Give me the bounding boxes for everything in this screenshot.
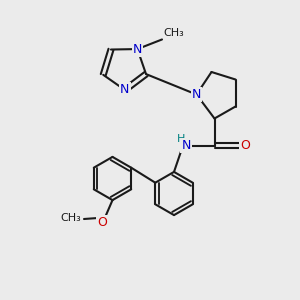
- Text: CH₃: CH₃: [164, 28, 184, 38]
- Text: H: H: [176, 134, 185, 144]
- Text: N: N: [192, 88, 201, 101]
- Text: N: N: [181, 139, 191, 152]
- Text: CH₃: CH₃: [61, 213, 82, 224]
- Text: N: N: [133, 43, 142, 56]
- Text: N: N: [120, 83, 130, 97]
- Text: O: O: [240, 139, 250, 152]
- Text: O: O: [97, 216, 107, 230]
